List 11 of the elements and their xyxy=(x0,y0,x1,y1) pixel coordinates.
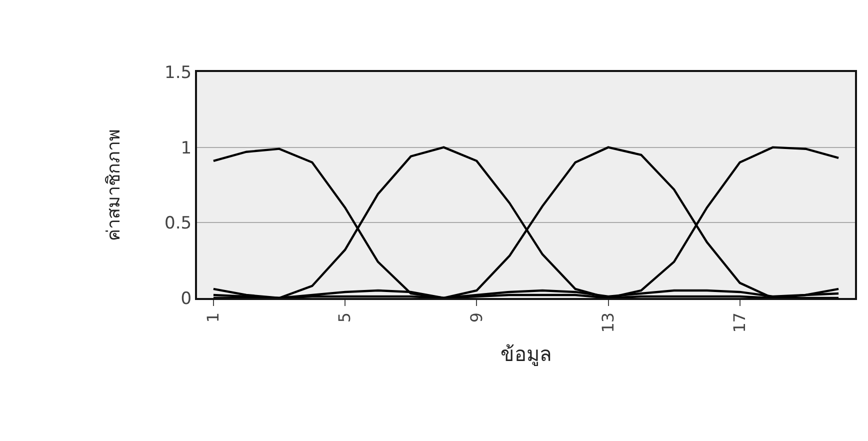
x-tick-label: 17 xyxy=(730,312,750,333)
x-tick-label: 13 xyxy=(598,312,618,333)
y-tick-label: 0.5 xyxy=(164,214,192,234)
x-tick-label: 1 xyxy=(204,312,223,323)
y-tick-label: 0 xyxy=(180,288,192,309)
y-tick-label: 1 xyxy=(180,138,192,158)
x-tick-label: 9 xyxy=(466,312,486,323)
x-axis-title: ข้อมูล xyxy=(500,342,552,367)
y-axis-title: ค่าสมาชิกภาพ xyxy=(103,129,124,241)
y-tick-label: 1.5 xyxy=(164,62,192,83)
x-tick-label: 5 xyxy=(335,312,354,323)
